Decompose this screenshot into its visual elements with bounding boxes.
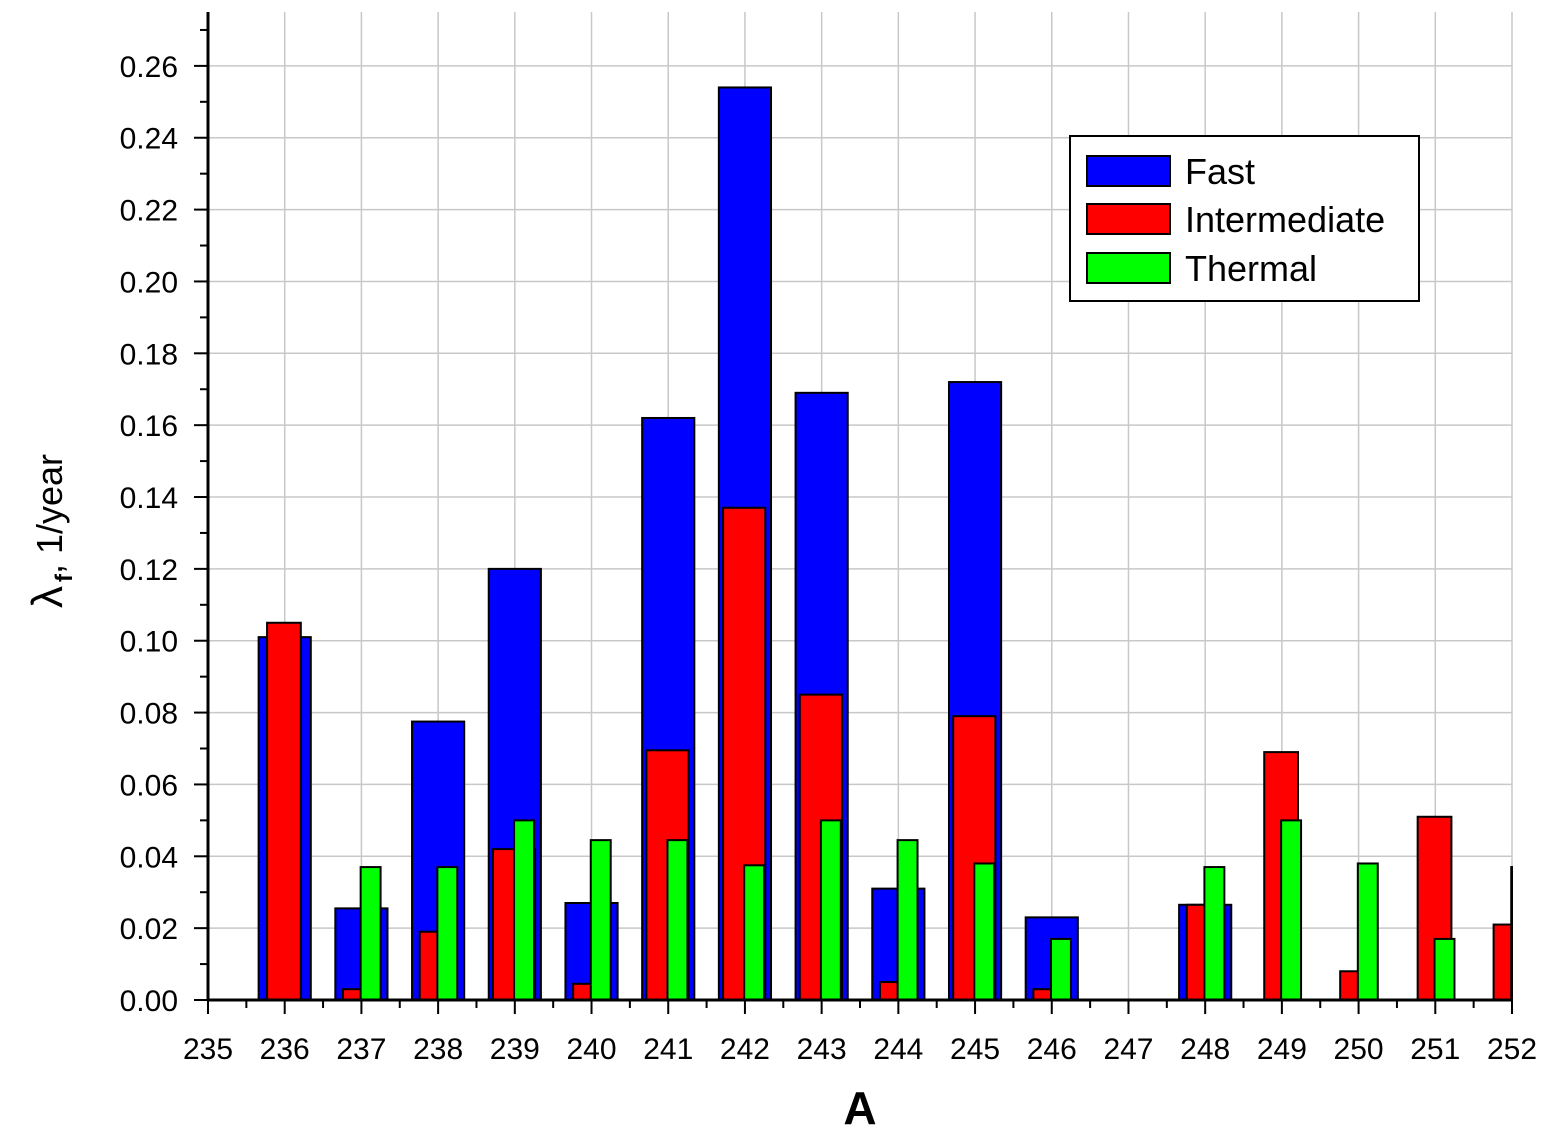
y-tick-label: 0.14 xyxy=(120,482,178,515)
x-tick-label: 246 xyxy=(1027,1033,1077,1066)
x-tick-label: 238 xyxy=(413,1033,463,1066)
y-tick-label: 0.10 xyxy=(120,626,178,659)
x-axis-label: A xyxy=(843,1082,876,1134)
bar-intermediate-236 xyxy=(266,621,302,1001)
tick-labels: 235 236 237 238 239 240 241 242 243 244 245 246 247 2… xyxy=(120,51,1537,1066)
y-tick-label: 0.26 xyxy=(120,51,178,84)
y-tick-label: 0.00 xyxy=(120,985,178,1018)
axes xyxy=(194,12,1513,1014)
y-tick-label: 0.24 xyxy=(120,123,178,156)
x-tick-label: 235 xyxy=(183,1033,233,1066)
y-axis-label-subscript: f xyxy=(51,573,78,582)
bar-thermal-241 xyxy=(666,839,689,1002)
bar-thermal-250 xyxy=(1356,862,1379,1002)
bar-thermal-242 xyxy=(743,864,766,1001)
x-tick-label: 240 xyxy=(566,1033,616,1066)
bar-thermal-246 xyxy=(1049,937,1072,1002)
bar-thermal-240 xyxy=(589,839,612,1002)
x-tick-label: 236 xyxy=(260,1033,310,1066)
x-tick-label: 239 xyxy=(490,1033,540,1066)
x-tick-label: 251 xyxy=(1410,1033,1460,1066)
legend-label-fast: Fast xyxy=(1185,151,1255,192)
y-axis-label-symbol: λ xyxy=(23,586,72,608)
bar-thermal-245 xyxy=(973,862,996,1002)
legend-label-intermediate: Intermediate xyxy=(1185,199,1385,240)
y-tick-label: 0.06 xyxy=(120,769,178,802)
x-tick-label: 248 xyxy=(1180,1033,1230,1066)
bar-thermal-252 xyxy=(1510,866,1513,1001)
y-tick-label: 0.08 xyxy=(120,698,178,731)
x-tick-label: 241 xyxy=(643,1033,693,1066)
bar-thermal-248 xyxy=(1203,866,1226,1001)
y-tick-label: 0.12 xyxy=(120,554,178,587)
bar-thermal-251 xyxy=(1433,937,1456,1002)
bar-intermediate-252 xyxy=(1492,923,1513,1002)
bar-thermal-237 xyxy=(359,866,382,1001)
bar-thermal-244 xyxy=(896,839,919,1002)
legend-swatch-fast xyxy=(1086,155,1171,187)
bar-thermal-238 xyxy=(436,866,459,1001)
x-tick-label: 237 xyxy=(336,1033,386,1066)
x-tick-label: 249 xyxy=(1257,1033,1307,1066)
legend: Fast Intermediate Thermal xyxy=(1069,135,1420,302)
y-tick-label: 0.20 xyxy=(120,266,178,299)
y-axis-label: λf, 1/year xyxy=(23,454,78,608)
x-tick-label: 244 xyxy=(873,1033,923,1066)
x-tick-label: 242 xyxy=(720,1033,770,1066)
y-tick-label: 0.18 xyxy=(120,338,178,371)
x-tick-label: 250 xyxy=(1334,1033,1384,1066)
y-tick-label: 0.04 xyxy=(120,841,178,874)
bar-thermal-249 xyxy=(1280,819,1303,1002)
x-tick-label: 243 xyxy=(797,1033,847,1066)
y-axis-label-suffix: , 1/year xyxy=(29,454,70,574)
y-tick-label: 0.16 xyxy=(120,410,178,443)
legend-swatch-intermediate xyxy=(1086,203,1171,235)
x-tick-label: 252 xyxy=(1487,1033,1537,1066)
y-tick-label: 0.22 xyxy=(120,195,178,228)
bar-thermal-239 xyxy=(513,819,535,1002)
legend-label-thermal: Thermal xyxy=(1185,248,1317,289)
x-tick-label: 247 xyxy=(1103,1033,1153,1066)
x-tick-label: 245 xyxy=(950,1033,1000,1066)
bar-thermal-243 xyxy=(819,819,842,1002)
bars xyxy=(257,86,1513,1002)
y-tick-label: 0.02 xyxy=(120,913,178,946)
legend-swatch-thermal xyxy=(1086,252,1171,284)
